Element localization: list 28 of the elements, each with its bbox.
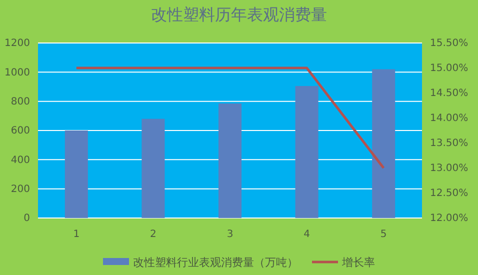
- y-tick-label: 200: [10, 184, 30, 196]
- bar: [218, 104, 242, 218]
- y-tick-label: 600: [10, 126, 30, 137]
- x-tick-label: 5: [380, 229, 387, 240]
- y-tick-label: 800: [10, 96, 30, 108]
- y2-tick-label: 14.00%: [430, 113, 468, 124]
- x-tick-label: 1: [73, 229, 80, 240]
- legend-label: 改性塑料行业表观消费量（万吨）: [133, 256, 298, 269]
- y2-tick-label: 15.00%: [430, 63, 468, 74]
- bar: [142, 118, 165, 218]
- x-tick-label: 4: [304, 229, 310, 240]
- y2-tick-label: 12.00%: [430, 213, 468, 224]
- legend-label: 增长率: [341, 256, 375, 269]
- bar: [295, 86, 318, 218]
- bar: [372, 69, 396, 218]
- x-tick-label: 3: [226, 229, 234, 240]
- y-tick-label: 1000: [4, 67, 30, 78]
- y2-tick-label: 14.50%: [430, 88, 468, 100]
- bar: [64, 130, 88, 218]
- y-tick-label: 400: [10, 154, 30, 166]
- y2-tick-label: 15.50%: [430, 38, 468, 50]
- y-tick-label: 1200: [4, 38, 30, 50]
- y2-tick-label: 13.00%: [430, 163, 468, 174]
- y-tick-label: 0: [24, 213, 30, 224]
- y2-tick-label: 13.50%: [430, 138, 468, 150]
- chart-title: 改性塑料历年表观消费量: [151, 5, 327, 24]
- y2-tick-label: 12.50%: [430, 188, 468, 200]
- x-tick-label: 2: [150, 229, 156, 240]
